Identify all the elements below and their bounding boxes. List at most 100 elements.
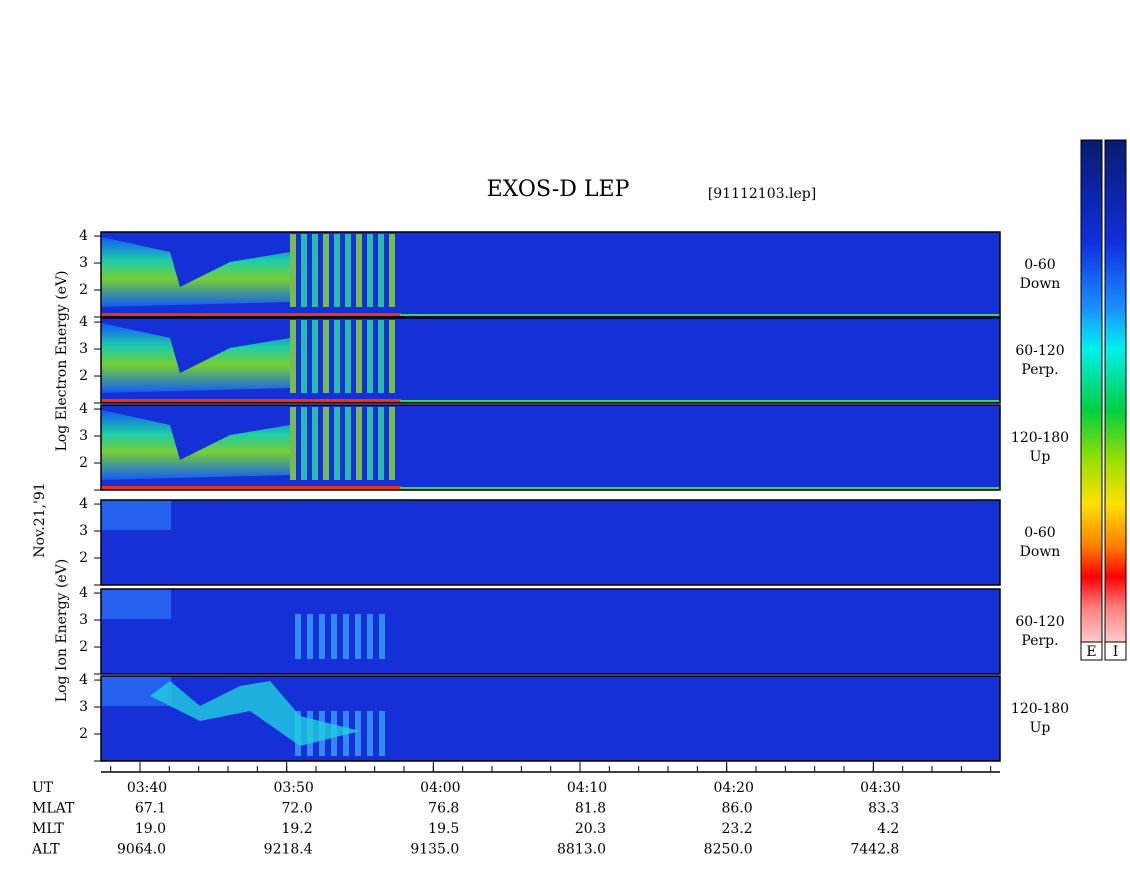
spectrogram-burst xyxy=(367,320,373,393)
spectrogram-burst xyxy=(334,234,340,307)
row-value: 19.5 xyxy=(428,821,459,837)
time-label: 04:30 xyxy=(860,780,900,796)
panel-label: 120-180 xyxy=(1011,701,1069,717)
y-tick-label: 4 xyxy=(79,672,88,688)
spectrogram-burst xyxy=(367,407,373,480)
spectrogram-band xyxy=(101,237,290,307)
y-tick-label: 2 xyxy=(79,550,88,566)
spectrogram-burst xyxy=(345,320,351,393)
file-name: [91112103.lep] xyxy=(708,186,816,202)
spectrogram-patch xyxy=(101,589,171,619)
y-tick-label: 3 xyxy=(79,341,88,357)
spectrogram-burst xyxy=(290,320,296,393)
panel-frame xyxy=(100,499,1001,586)
spectrogram-burst xyxy=(367,711,373,756)
spectrogram-burst xyxy=(323,407,329,480)
panel-label: Perp. xyxy=(1021,633,1058,649)
y-tick-label: 3 xyxy=(79,523,88,539)
panel-label: Up xyxy=(1030,449,1051,465)
spectrogram-burst xyxy=(367,614,373,659)
colorbar-label-box xyxy=(1104,641,1127,661)
colorbar-label: I xyxy=(1113,644,1119,660)
panel-frame xyxy=(100,675,1001,762)
time-label: 04:20 xyxy=(714,780,754,796)
row-value: 86.0 xyxy=(722,801,753,817)
spectrogram-burst xyxy=(389,320,395,393)
panel-label: 0-60 xyxy=(1024,525,1055,541)
y-tick-label: 2 xyxy=(79,639,88,655)
spectrogram-burst xyxy=(295,614,301,659)
row-value: 20.3 xyxy=(575,821,606,837)
time-label: 03:40 xyxy=(127,780,167,796)
spectrogram-burst xyxy=(334,320,340,393)
spectrogram-burst xyxy=(367,234,373,307)
spectrogram-burst xyxy=(356,234,362,307)
spectrogram-burst xyxy=(378,320,384,393)
y-tick-label: 3 xyxy=(79,428,88,444)
colorbar-label-box xyxy=(1080,641,1103,661)
colorbar xyxy=(1104,139,1127,661)
spectrogram-burst xyxy=(356,320,362,393)
panel-frame xyxy=(100,231,1001,318)
y-tick-label: 4 xyxy=(79,228,88,244)
y-tick-label: 3 xyxy=(79,612,88,628)
row-value: 8250.0 xyxy=(704,842,753,858)
spectrogram-band xyxy=(150,681,360,746)
row-value: 83.3 xyxy=(868,801,899,817)
spectrogram-burst xyxy=(343,614,349,659)
spectrogram-burst xyxy=(290,234,296,307)
spectrogram-line xyxy=(101,486,401,489)
row-value: 9064.0 xyxy=(117,842,166,858)
spectrogram-burst xyxy=(307,614,313,659)
row-value: 81.8 xyxy=(575,801,606,817)
spectrogram-line xyxy=(400,314,1000,316)
row-label: UT xyxy=(32,780,54,796)
spectrogram-burst xyxy=(312,320,318,393)
y-tick-label: 2 xyxy=(79,282,88,298)
row-value: 9218.4 xyxy=(264,842,313,858)
spectrogram-burst xyxy=(379,711,385,756)
spectrogram-line xyxy=(101,313,401,316)
row-value: 8813.0 xyxy=(557,842,606,858)
row-label: MLT xyxy=(32,821,64,837)
row-value: 19.0 xyxy=(135,821,166,837)
row-value: 19.2 xyxy=(281,821,312,837)
y-tick-label: 4 xyxy=(79,585,88,601)
spectrogram-burst xyxy=(355,711,361,756)
spectrogram-burst xyxy=(301,407,307,480)
colorbar-label: E xyxy=(1086,644,1096,660)
spectrogram-line xyxy=(400,400,1000,402)
spectrogram-band xyxy=(101,410,290,480)
y-tick-label: 3 xyxy=(79,699,88,715)
spectrogram-band xyxy=(101,323,290,393)
time-label: 03:50 xyxy=(273,780,313,796)
y-tick-label: 4 xyxy=(79,401,88,417)
panel-label: 60-120 xyxy=(1015,614,1064,630)
spectrogram-burst xyxy=(290,407,296,480)
y-tick-label: 4 xyxy=(79,314,88,330)
spectrogram-burst xyxy=(331,614,337,659)
time-label: 04:00 xyxy=(420,780,460,796)
spectrogram xyxy=(101,500,1000,585)
time-label: 04:10 xyxy=(567,780,607,796)
row-label: ALT xyxy=(31,842,60,858)
row-value: 4.2 xyxy=(877,821,899,837)
colorbar xyxy=(1080,139,1103,661)
spectrogram-burst xyxy=(301,320,307,393)
y-tick-label: 3 xyxy=(79,255,88,271)
panel-label: Down xyxy=(1020,276,1061,292)
y-tick-label: 2 xyxy=(79,455,88,471)
title: EXOS-D LEP xyxy=(487,177,630,202)
y-axis-label: Log Ion Energy (eV) xyxy=(54,559,70,702)
spectrogram-burst xyxy=(345,407,351,480)
row-value: 9135.0 xyxy=(410,842,459,858)
y-tick-label: 2 xyxy=(79,368,88,384)
panel-label: 60-120 xyxy=(1015,343,1064,359)
row-label: MLAT xyxy=(32,801,75,817)
spectrogram-burst xyxy=(355,614,361,659)
y-tick-label: 2 xyxy=(79,726,88,742)
row-value: 76.8 xyxy=(428,801,459,817)
spectrogram-burst xyxy=(334,407,340,480)
y-axis-label: Log Electron Energy (eV) xyxy=(54,270,70,451)
